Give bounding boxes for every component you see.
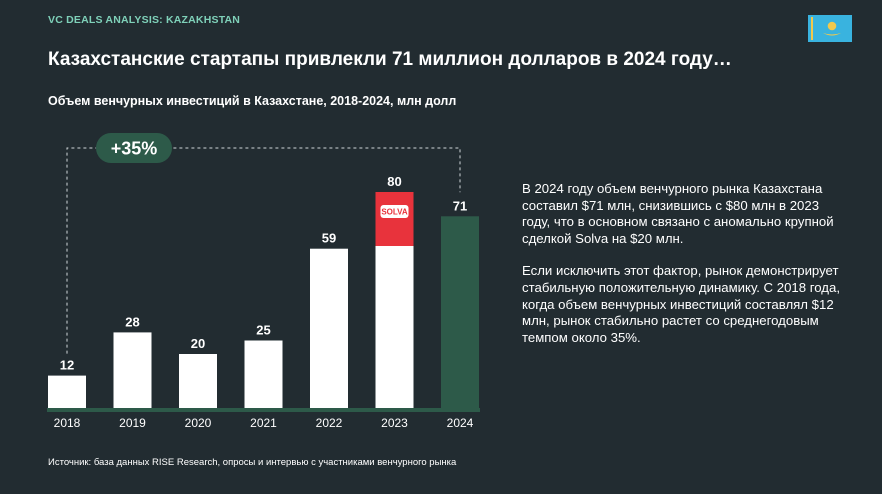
x-tick-label: 2022 — [316, 416, 343, 430]
chart-baseline — [47, 408, 480, 412]
bar-value-label: 12 — [60, 358, 74, 373]
bar-2024 — [441, 216, 479, 408]
bar-2023-solva-segment — [375, 192, 414, 246]
bar-2018 — [48, 375, 86, 408]
source-note: Источник: база данных RISE Research, опр… — [48, 457, 457, 468]
solva-logo-icon: SOLVA — [381, 208, 408, 217]
kazakhstan-flag-icon — [808, 15, 852, 42]
solva-logo-badge — [380, 205, 409, 218]
commentary: В 2024 году объем венчурного рынка Казах… — [522, 181, 844, 362]
bar-2023-base — [375, 246, 414, 408]
commentary-paragraph-2: Если исключить этот фактор, рынок демонс… — [522, 263, 840, 345]
bar-value-label: 28 — [125, 314, 139, 329]
x-tick-label: 2020 — [185, 416, 212, 430]
bar-value-label: 25 — [256, 323, 270, 338]
bar-2022 — [310, 248, 348, 408]
commentary-paragraph-1: В 2024 году объем венчурного рынка Казах… — [522, 181, 834, 246]
growth-bracket — [66, 147, 461, 354]
chart-subtitle: Объем венчурных инвестиций в Казахстане,… — [48, 94, 457, 108]
x-tick-label: 2024 — [447, 416, 474, 430]
bar-value-label: 20 — [191, 336, 205, 351]
x-tick-label: 2021 — [250, 416, 277, 430]
x-tick-label: 2018 — [54, 416, 81, 430]
page-title: Казахстанские стартапы привлекли 71 милл… — [48, 49, 732, 70]
bar-2021 — [244, 340, 283, 408]
growth-label: +35% — [111, 139, 158, 159]
bar-value-label: 59 — [322, 231, 336, 246]
bar-value-label: 71 — [453, 198, 467, 213]
bar-2020 — [179, 354, 217, 408]
bar-value-label: 80 — [387, 174, 401, 189]
x-tick-label: 2023 — [381, 416, 408, 430]
section-kicker: VC DEALS ANALYSIS: KAZAKHSTAN — [48, 14, 241, 26]
bar-2019 — [113, 332, 152, 408]
growth-badge — [96, 133, 172, 163]
x-tick-label: 2019 — [119, 416, 146, 430]
